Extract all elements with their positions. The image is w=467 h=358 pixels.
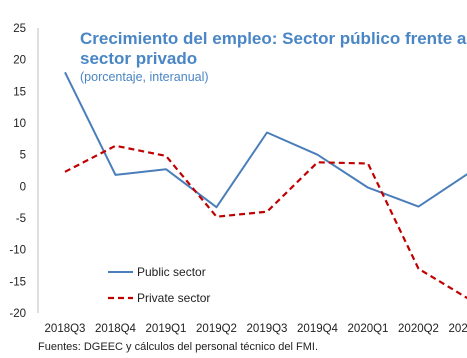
source-note: Fuentes: DGEEC y cálculos del personal t… — [38, 341, 319, 353]
legend-label: Private sector — [137, 291, 210, 305]
x-tick-label: 2019Q4 — [297, 323, 339, 335]
y-tick-labels: -20 -15 -10 -5 0 5 10 15 20 25 — [9, 23, 26, 320]
x-tick-labels: 2018Q3 2018Q4 2019Q1 2019Q2 2019Q3 2019Q4 2020… — [45, 323, 467, 335]
y-tick-label: -20 — [9, 308, 26, 320]
y-tick-label: 15 — [13, 86, 26, 98]
x-tick-label: 2020Q3 — [449, 323, 467, 335]
series-line-private-sector — [64, 144, 467, 300]
chart-title-line1: Crecimiento del empleo: Sector público f… — [80, 29, 467, 48]
y-tick-label: 25 — [13, 23, 26, 35]
chart-subtitle: (porcentaje, interanual) — [80, 70, 209, 84]
y-tick-label: 10 — [13, 118, 26, 130]
y-tick-label: -5 — [16, 213, 26, 225]
x-tick-label: 2020Q2 — [398, 323, 439, 335]
y-tick-label: 20 — [13, 55, 26, 67]
y-tick-label: 0 — [20, 181, 26, 193]
y-tick-label: -15 — [9, 276, 26, 288]
legend: Public sector Private sector — [108, 265, 210, 305]
y-tick-label: -10 — [9, 245, 26, 257]
x-tick-label: 2018Q4 — [95, 323, 137, 335]
x-tick-label: 2020Q1 — [348, 323, 389, 335]
x-tick-label: 2018Q3 — [45, 323, 86, 335]
chart-title-line2: sector privado — [80, 49, 197, 68]
legend-label: Public sector — [137, 265, 206, 279]
series-line-public-sector — [64, 71, 467, 209]
y-tick-label: 5 — [20, 150, 26, 162]
x-tick-label: 2019Q3 — [247, 323, 288, 335]
series-lines — [64, 71, 467, 300]
x-tick-label: 2019Q1 — [146, 323, 187, 335]
x-tick-label: 2019Q2 — [196, 323, 237, 335]
